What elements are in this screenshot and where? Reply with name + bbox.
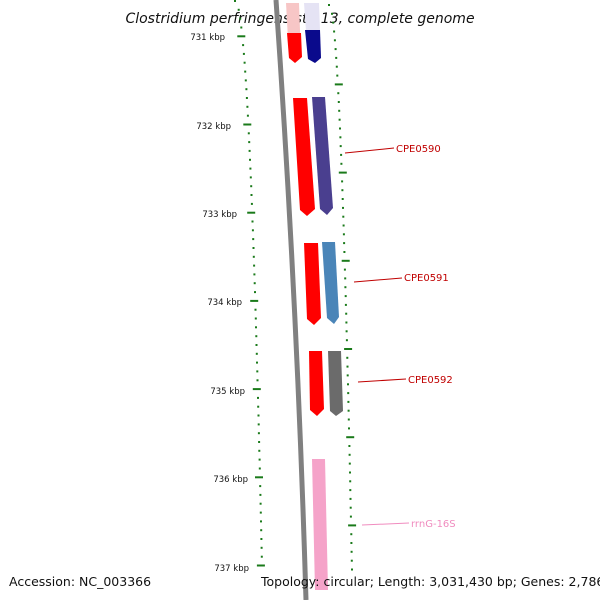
rrna-bar[interactable]: [312, 459, 328, 590]
cds-arrow-5[interactable]: [328, 351, 343, 416]
kbp-label-736: 736 kbp: [213, 475, 248, 485]
feature-track: [286, 3, 343, 590]
accession-text: Accession: NC_003366: [9, 574, 152, 589]
cds-arrow-2[interactable]: [305, 30, 321, 63]
connector-cpe0592: [357, 378, 407, 383]
gene-arrow-3[interactable]: [293, 98, 315, 216]
kbp-label-733: 733 kbp: [202, 210, 237, 220]
connector-cpe0590: [344, 147, 395, 154]
connector-cpe0591: [353, 277, 403, 283]
label-connectors: [344, 147, 410, 526]
kbp-label-731: 731 kbp: [190, 33, 225, 43]
gene-arrow-5[interactable]: [309, 351, 324, 416]
label-cpe0590[interactable]: CPE0590: [396, 144, 441, 155]
kbp-label-737: 737 kbp: [214, 564, 249, 574]
scale-labels: 731 kbp 732 kbp 733 kbp 734 kbp 735 kbp …: [190, 33, 249, 574]
genome-backbone: [273, 0, 309, 600]
gene-arrow-4[interactable]: [304, 243, 321, 325]
kbp-label-732: 732 kbp: [196, 122, 231, 132]
map-title: Clostridium perfringens str. 13, complet…: [125, 11, 474, 27]
cds-arrow-3[interactable]: [312, 97, 333, 215]
label-cpe0592[interactable]: CPE0592: [408, 375, 453, 386]
scale-ticks: [234, 0, 357, 571]
topology-text: Topology: circular; Length: 3,031,430 bp…: [261, 574, 600, 589]
kbp-label-734: 734 kbp: [207, 298, 242, 308]
connector-rrng: [361, 522, 410, 526]
label-rrng-16s[interactable]: rrnG-16S: [411, 519, 456, 530]
kbp-label-735: 735 kbp: [210, 387, 245, 397]
cds-arrow-4[interactable]: [322, 242, 339, 324]
gene-arrow-2[interactable]: [287, 33, 302, 63]
gene-labels: CPE0590 CPE0591 CPE0592 rrnG-16S: [396, 144, 456, 530]
label-cpe0591[interactable]: CPE0591: [404, 273, 449, 284]
